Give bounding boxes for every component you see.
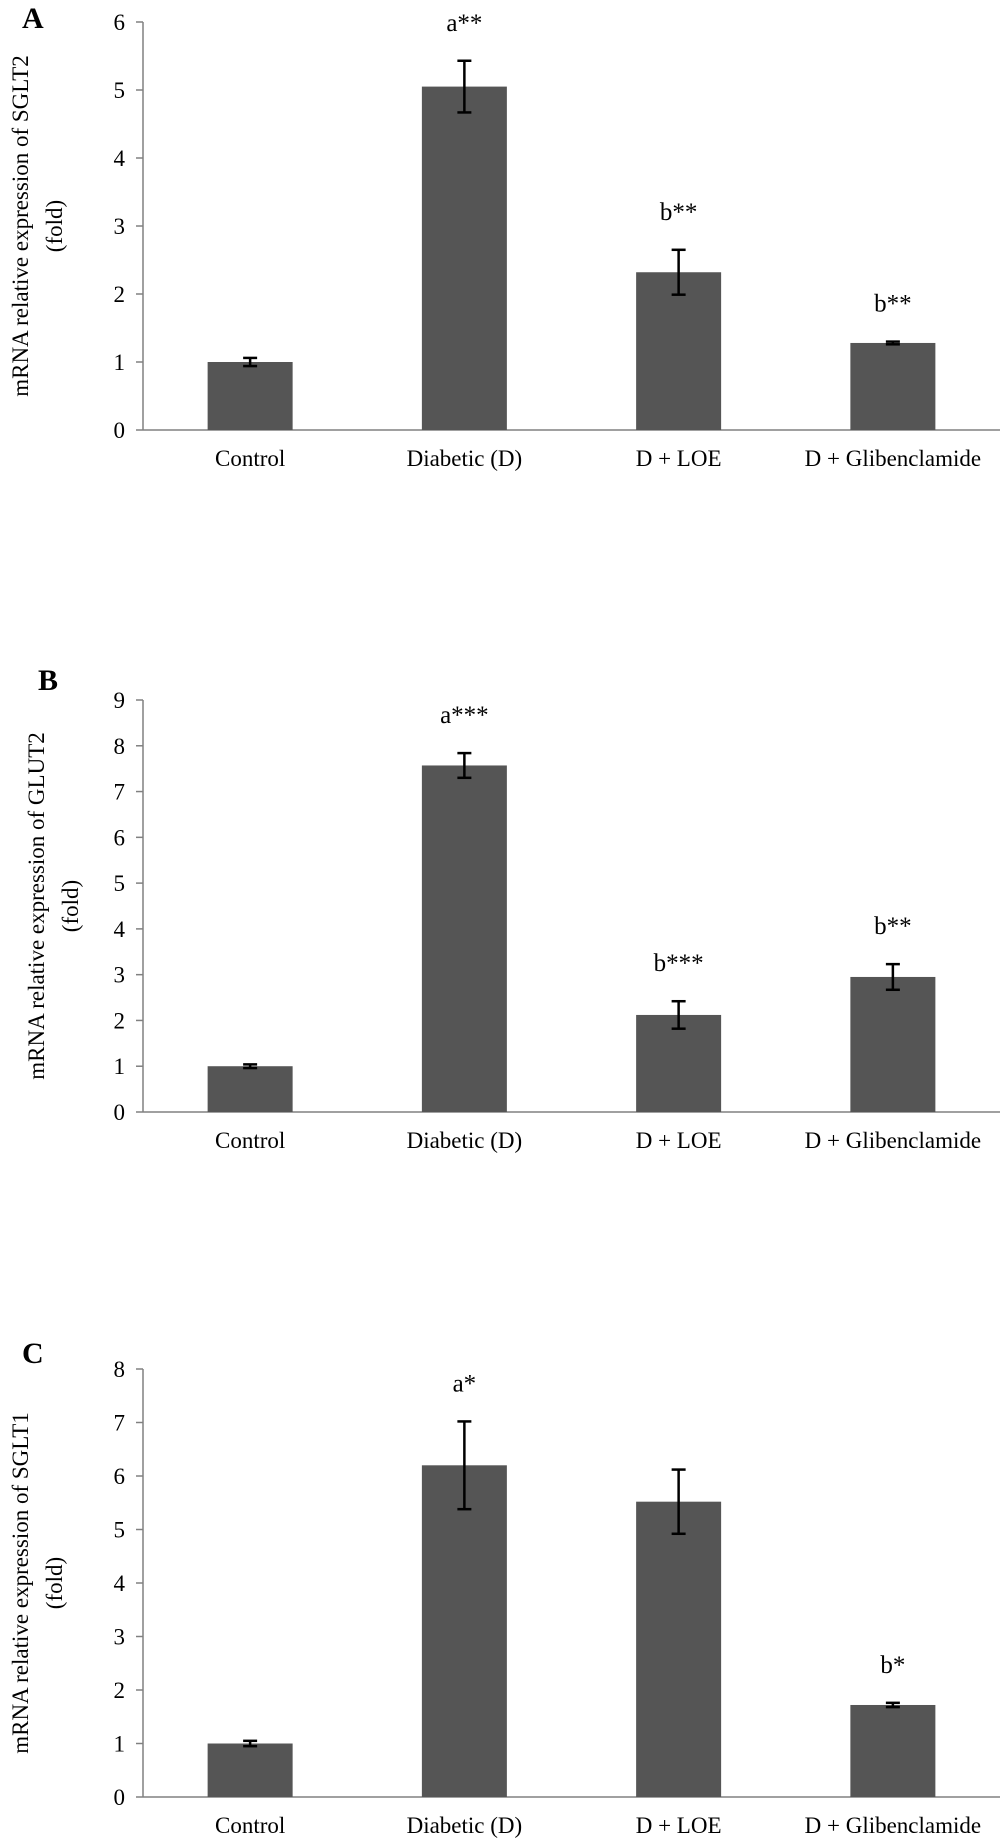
category-label: Control: [215, 446, 285, 471]
y-tick-label: 4: [114, 146, 126, 171]
y-tick-label: 7: [114, 1411, 126, 1436]
y-tick-label: 2: [114, 1008, 126, 1033]
bar: [421, 86, 507, 430]
y-tick-label: 4: [114, 917, 126, 942]
bar: [850, 342, 936, 430]
bar: [850, 976, 936, 1112]
category-label: D + Glibenclamide: [805, 1813, 981, 1838]
y-tick-label: 2: [114, 1678, 126, 1703]
y-tick-label: 1: [114, 350, 126, 375]
category-label: Diabetic (D): [407, 1128, 523, 1153]
y-tick-label: 5: [114, 78, 126, 103]
significance-label: a*: [453, 1370, 477, 1397]
category-label: D + Glibenclamide: [805, 446, 981, 471]
y-tick-label: 5: [114, 1518, 126, 1543]
y-tick-label: 6: [114, 1464, 126, 1489]
y-axis-label: mRNA relative expression of GLUT2: [24, 732, 49, 1079]
y-tick-label: 3: [114, 214, 126, 239]
y-axis-label: mRNA relative expression of SGLT1: [8, 1412, 33, 1754]
significance-label: b**: [874, 291, 912, 318]
category-label: D + LOE: [636, 1128, 722, 1153]
bar: [207, 1743, 293, 1797]
category-label: D + LOE: [636, 1813, 722, 1838]
bar: [421, 765, 507, 1112]
bar: [207, 1066, 293, 1112]
y-tick-label: 7: [114, 780, 126, 805]
bar: [636, 272, 722, 430]
y-tick-label: 1: [114, 1054, 126, 1079]
y-tick-label: 6: [114, 10, 126, 35]
category-label: D + LOE: [636, 446, 722, 471]
bar: [207, 362, 293, 430]
category-label: Control: [215, 1128, 285, 1153]
significance-label: b*: [880, 1652, 905, 1679]
y-tick-label: 6: [114, 825, 126, 850]
panel-a-sglt2-chart: A 0 1 2 3 4 5 6 mRNA relative expression of SGLT…: [8, 2, 1000, 471]
significance-label: a**: [446, 10, 482, 37]
category-label: Diabetic (D): [407, 446, 523, 471]
panel-letter: A: [22, 2, 44, 35]
bar: [636, 1014, 722, 1112]
bar: [421, 1465, 507, 1797]
bar: [636, 1501, 722, 1797]
category-label: D + Glibenclamide: [805, 1128, 981, 1153]
panel-b-glut2-chart: B 0 1 2 3 4 5 6 7 8 9 mRNA relative expression of G…: [24, 664, 1000, 1153]
y-tick-label: 1: [114, 1732, 126, 1757]
significance-label: b***: [654, 950, 704, 977]
y-tick-label: 0: [114, 1100, 126, 1125]
y-tick-label: 3: [114, 963, 126, 988]
category-label: Control: [215, 1813, 285, 1838]
y-tick-label: 9: [114, 688, 126, 713]
significance-label: a***: [440, 702, 489, 729]
y-tick-label: 8: [114, 734, 126, 759]
y-tick-label: 4: [114, 1571, 126, 1596]
y-tick-label: 0: [114, 418, 126, 443]
bar: [850, 1704, 936, 1797]
panel-letter: C: [22, 1337, 44, 1370]
y-tick-label: 3: [114, 1625, 126, 1650]
panel-letter: B: [38, 664, 58, 697]
significance-label: b**: [660, 199, 698, 226]
y-axis-label-unit: (fold): [42, 1557, 67, 1609]
y-tick-label: 2: [114, 282, 126, 307]
y-axis-label-unit: (fold): [58, 880, 83, 932]
y-tick-label: 5: [114, 871, 126, 896]
category-label: Diabetic (D): [407, 1813, 523, 1838]
y-tick-label: 0: [114, 1785, 126, 1810]
y-axis-label: mRNA relative expression of SGLT2: [8, 55, 33, 397]
y-tick-label: 8: [114, 1357, 126, 1382]
significance-label: b**: [874, 913, 912, 940]
panel-c-sglt1-chart: C 0 1 2 3 4 5 6 7 8 mRNA relative expression of SG…: [8, 1337, 1000, 1838]
y-axis-label-unit: (fold): [42, 200, 67, 252]
